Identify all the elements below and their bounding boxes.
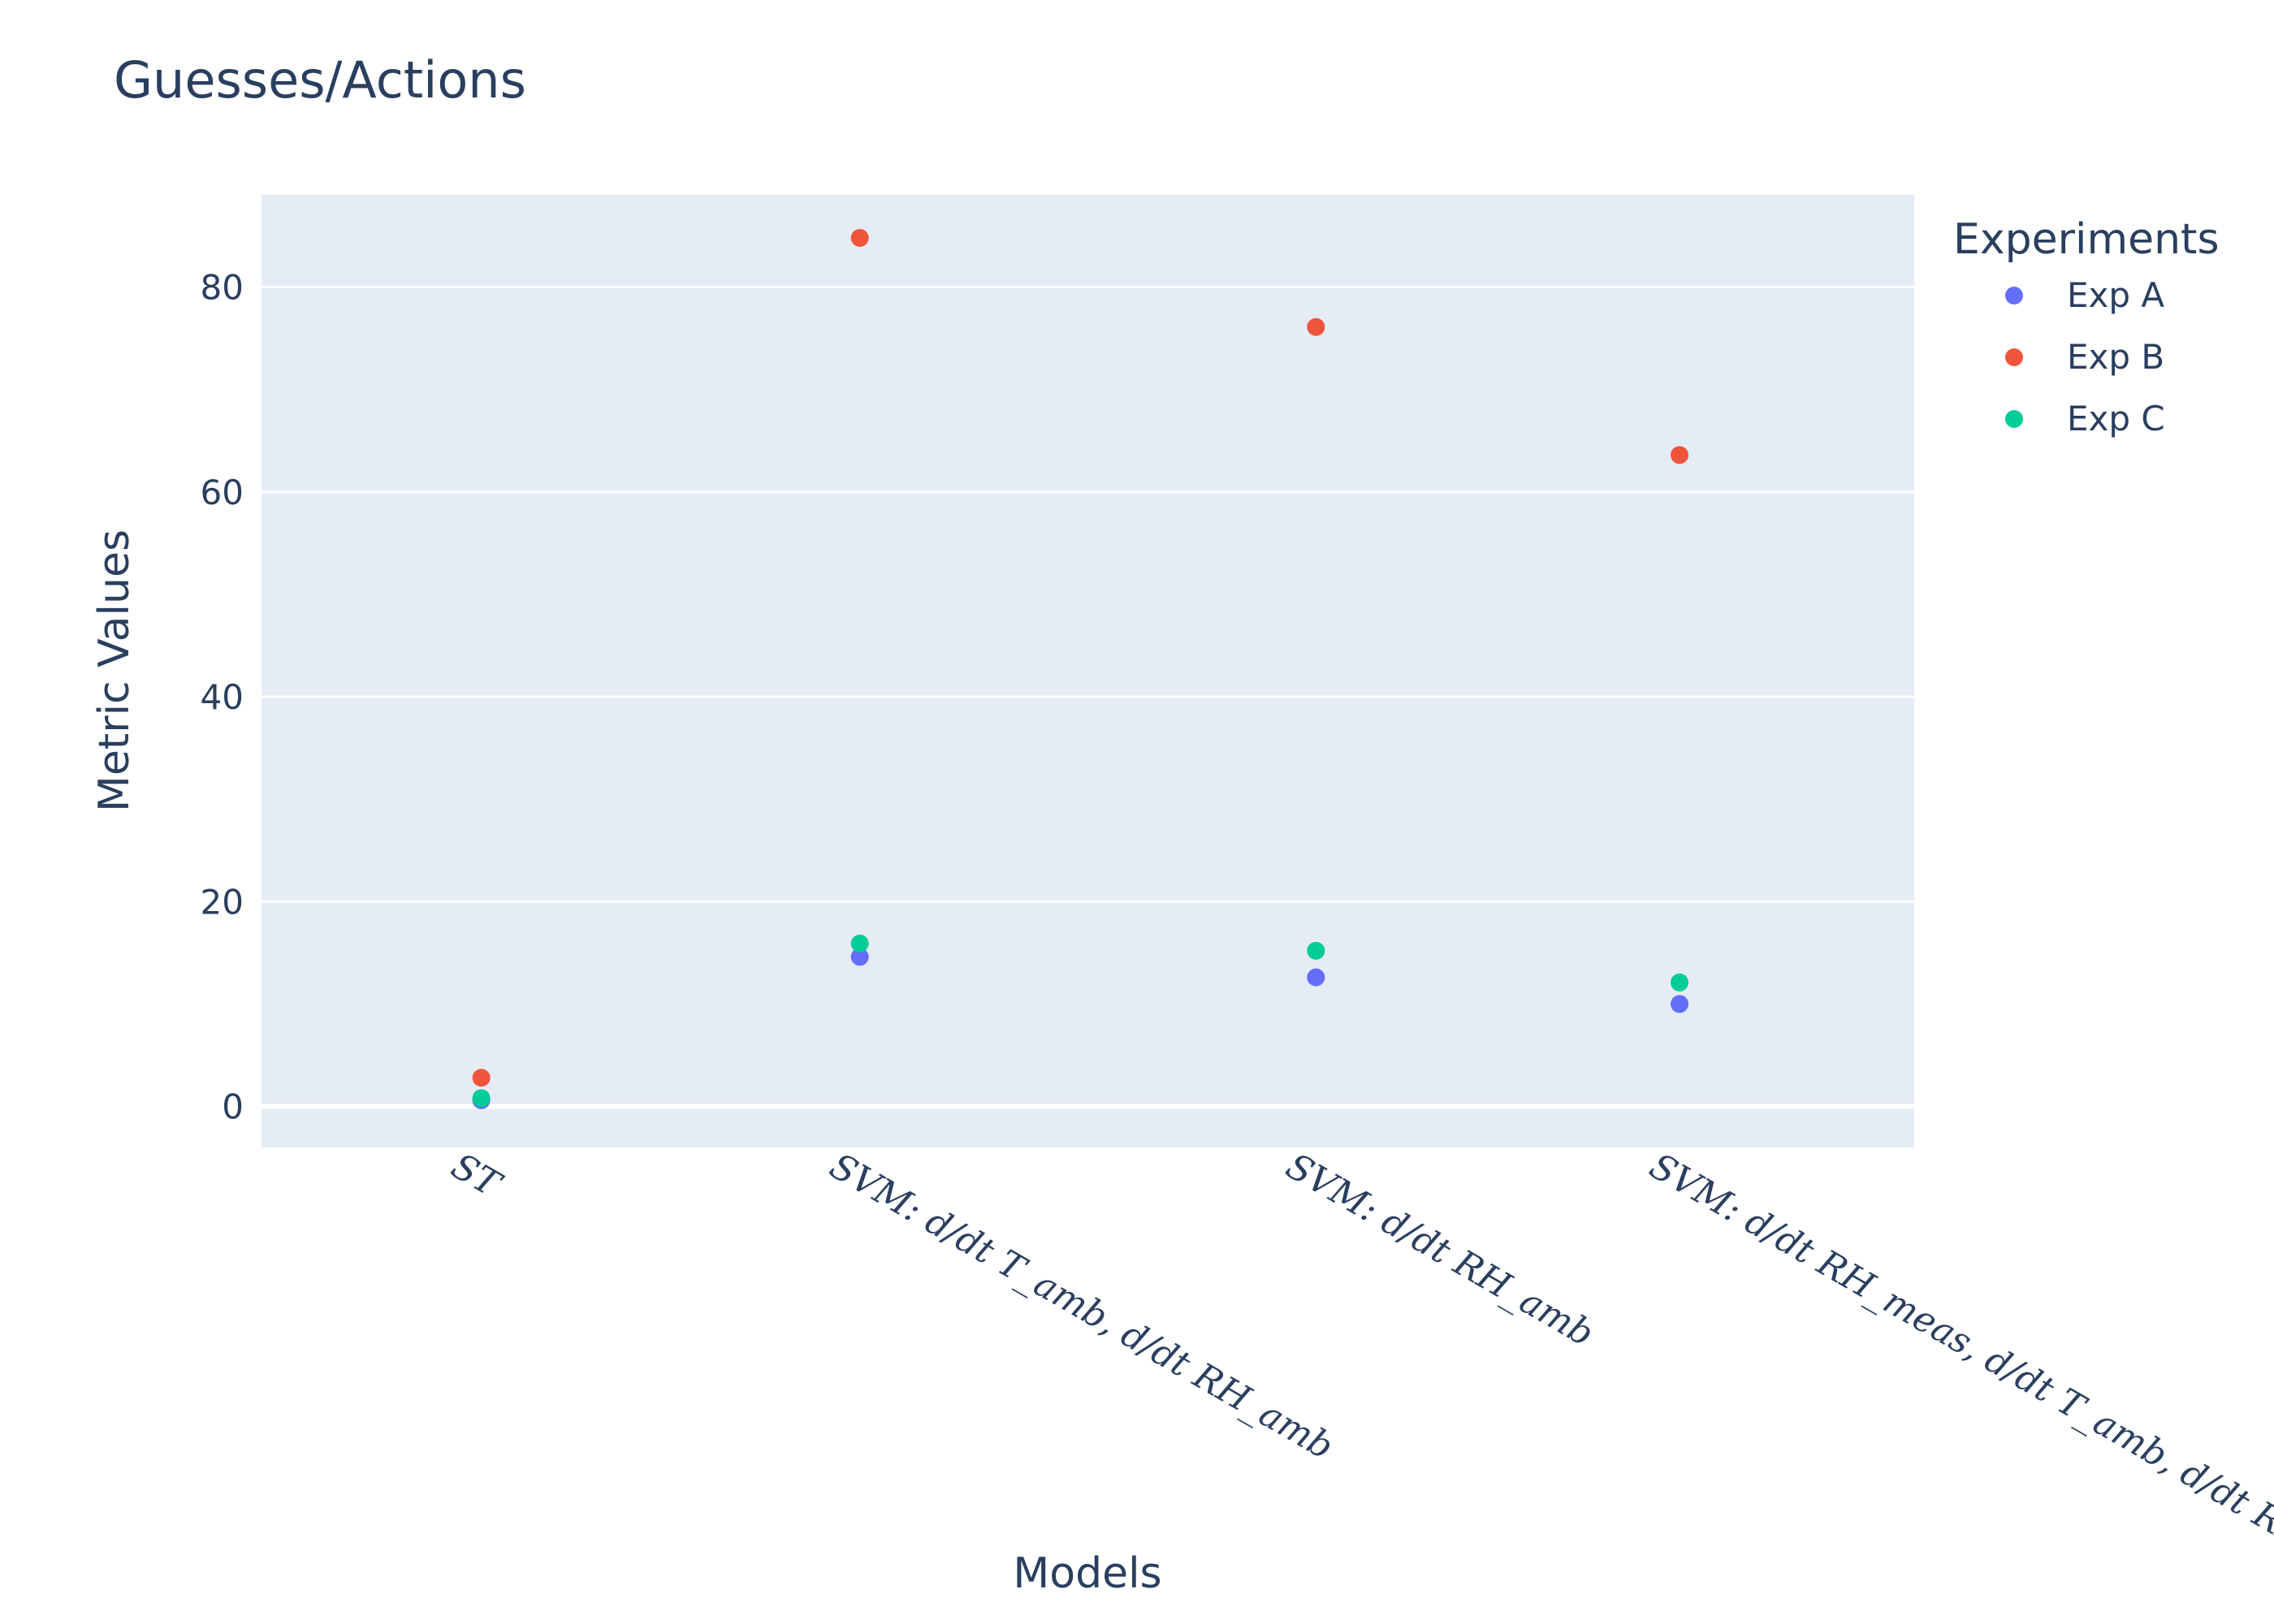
x-axis-title: Models (1013, 1549, 1161, 1598)
point-exp-a-1[interactable] (850, 948, 869, 966)
data-points[interactable] (472, 228, 1689, 1109)
y-tick-label: 60 (201, 473, 244, 512)
point-exp-b-3[interactable] (1671, 446, 1689, 464)
y-tick-label: 80 (201, 268, 244, 308)
y-axis-title: Metric Values (90, 529, 139, 812)
x-tick-label: SVM: d/dt RH_amb (1279, 1145, 1601, 1354)
legend-label: Exp C (2067, 399, 2165, 438)
chart-title: Guesses/Actions (114, 50, 526, 110)
x-tick-label: ST (444, 1145, 509, 1207)
point-exp-c-3[interactable] (1671, 973, 1689, 991)
plot-area (262, 195, 1914, 1147)
y-tick-label: 40 (201, 677, 244, 717)
point-exp-c-0[interactable] (472, 1089, 491, 1108)
legend[interactable]: Experiments Exp A Exp B Exp C (1953, 215, 2220, 438)
legend-item-exp-a[interactable]: Exp A (2005, 275, 2164, 315)
legend-marker (2005, 287, 2023, 304)
point-exp-a-2[interactable] (1307, 968, 1325, 987)
legend-label: Exp A (2067, 275, 2164, 315)
point-exp-b-2[interactable] (1307, 317, 1325, 336)
x-tick-label: SVM: d/dt T_amb, d/dt RH_amb (823, 1145, 1340, 1467)
point-exp-b-0[interactable] (472, 1069, 491, 1087)
point-exp-c-2[interactable] (1307, 941, 1325, 960)
y-tick-labels: 0 20 40 60 80 (201, 268, 244, 1127)
y-tick-label: 20 (201, 882, 244, 922)
legend-item-exp-b[interactable]: Exp B (2005, 337, 2164, 377)
legend-title: Experiments (1953, 215, 2220, 264)
legend-item-exp-c[interactable]: Exp C (2005, 399, 2165, 438)
point-exp-c-1[interactable] (850, 935, 869, 953)
grid-lines (262, 286, 1914, 1109)
legend-label: Exp B (2067, 337, 2164, 377)
x-tick-label: SVM: d/dt RH_meas, d/dt T_amb, d/dt RH_a… (1643, 1145, 2274, 1606)
y-tick-label: 0 (222, 1087, 244, 1127)
point-exp-b-1[interactable] (850, 228, 869, 247)
legend-marker (2005, 410, 2023, 428)
legend-marker (2005, 348, 2023, 366)
point-exp-a-3[interactable] (1671, 995, 1689, 1013)
